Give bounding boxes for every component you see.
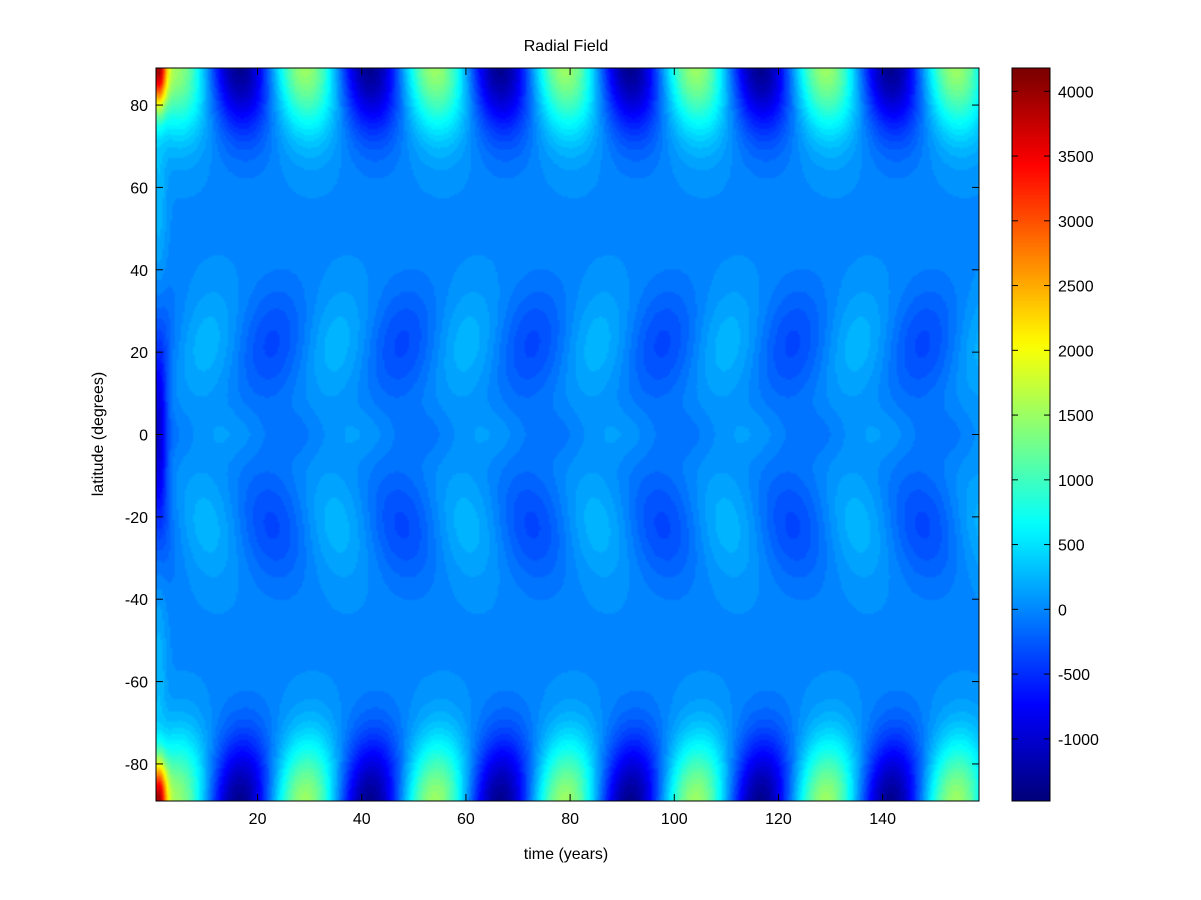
colorbar-tick-label: 3500: [1058, 149, 1094, 166]
y-tick-label: 80: [130, 98, 148, 115]
colorbar-ticks: 4000 3500 3000 2500 2000 1500 1000 500 0 -500 -100…: [1012, 84, 1099, 749]
y-tick-label: 0: [139, 428, 148, 445]
y-axis-ticks: 80 60 40 20 0 -20 -40 -60 -80: [125, 98, 979, 774]
y-tick-label: -60: [125, 675, 148, 692]
colorbar-tick-label: 2000: [1058, 343, 1094, 360]
colorbar-tick-label: 500: [1058, 538, 1085, 555]
x-axis-ticks: 20 40 60 80 100 120 140: [249, 68, 896, 828]
x-axis-label: time (years): [524, 846, 608, 863]
y-tick-label: -40: [125, 592, 148, 609]
y-tick-label: 40: [130, 263, 148, 280]
x-tick-label: 60: [457, 811, 475, 828]
y-axis-label: latitude (degrees): [90, 372, 107, 497]
chart-title: Radial Field: [524, 38, 608, 55]
colorbar-tick-label: 2500: [1058, 279, 1094, 296]
colorbar-tick-label: -500: [1058, 667, 1090, 684]
x-tick-label: 100: [661, 811, 688, 828]
x-tick-label: 120: [765, 811, 792, 828]
y-tick-label: 20: [130, 345, 148, 362]
x-tick-label: 80: [561, 811, 579, 828]
colorbar-gradient: [1012, 68, 1050, 801]
y-tick-label: 60: [130, 180, 148, 197]
colorbar-tick-label: 1000: [1058, 473, 1094, 490]
colorbar-frame: [1011, 67, 1051, 802]
colorbar-tick-label: 3000: [1058, 214, 1094, 231]
colorbar-tick-label: 4000: [1058, 84, 1094, 101]
colorbar-tick-label: 0: [1058, 602, 1067, 619]
colorbar-tick-label: 1500: [1058, 408, 1094, 425]
x-tick-label: 140: [869, 811, 896, 828]
field-heatmap: [156, 68, 979, 801]
y-tick-label: -20: [125, 510, 148, 527]
x-tick-label: 20: [249, 811, 267, 828]
y-tick-label: -80: [125, 757, 148, 774]
plot-area: 20 40 60 80 100 120 140 80 60 40 20 0 -20 -40 -60 -80: [125, 67, 980, 828]
colorbar: 4000 3500 3000 2500 2000 1500 1000 500 0 -500 -100…: [1011, 67, 1099, 802]
colorbar-tick-label: -1000: [1058, 732, 1099, 749]
x-tick-label: 40: [353, 811, 371, 828]
